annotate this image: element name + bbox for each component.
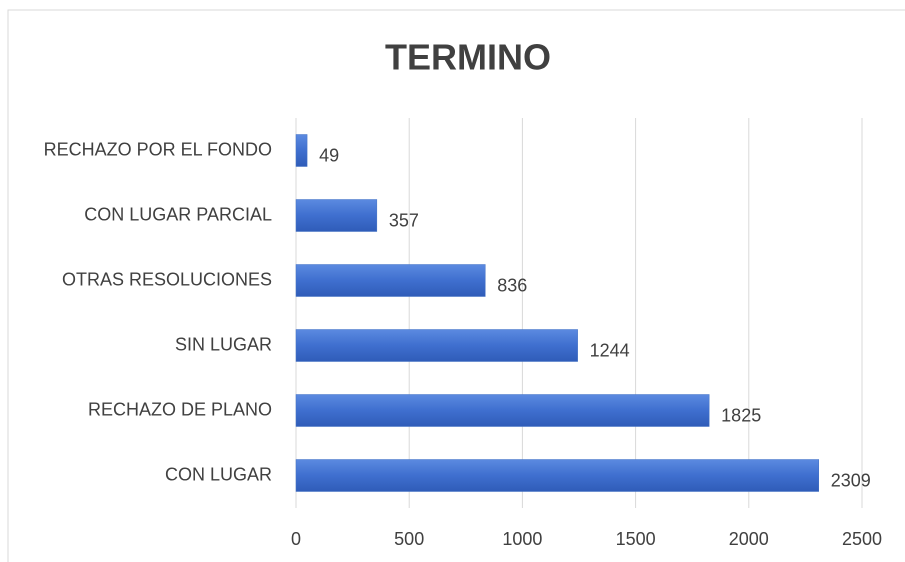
- x-tick-label: 0: [291, 529, 301, 549]
- value-label: 49: [319, 145, 339, 165]
- x-tick-label: 500: [394, 529, 424, 549]
- y-tick-label: CON LUGAR PARCIAL: [84, 204, 272, 224]
- y-tick-label: CON LUGAR: [165, 464, 272, 484]
- x-tick-label: 2000: [729, 529, 769, 549]
- value-label: 2309: [831, 470, 871, 490]
- value-label: 1825: [721, 405, 761, 425]
- value-label: 1244: [590, 340, 630, 360]
- y-tick-label: RECHAZO POR EL FONDO: [44, 139, 272, 159]
- bar: [295, 459, 820, 492]
- y-tick-label: OTRAS RESOLUCIONES: [62, 269, 272, 289]
- bar: [295, 394, 710, 427]
- value-label: 836: [497, 275, 527, 295]
- x-tick-label: 2500: [842, 529, 882, 549]
- chart-title: TERMINO: [385, 37, 551, 78]
- y-tick-label: RECHAZO DE PLANO: [88, 399, 272, 419]
- x-tick-label: 1500: [616, 529, 656, 549]
- bar: [295, 264, 486, 297]
- bar: [295, 329, 578, 362]
- bar: [295, 134, 308, 167]
- value-label: 357: [389, 210, 419, 230]
- bar: [295, 199, 378, 232]
- y-tick-label: SIN LUGAR: [175, 334, 272, 354]
- x-tick-label: 1000: [502, 529, 542, 549]
